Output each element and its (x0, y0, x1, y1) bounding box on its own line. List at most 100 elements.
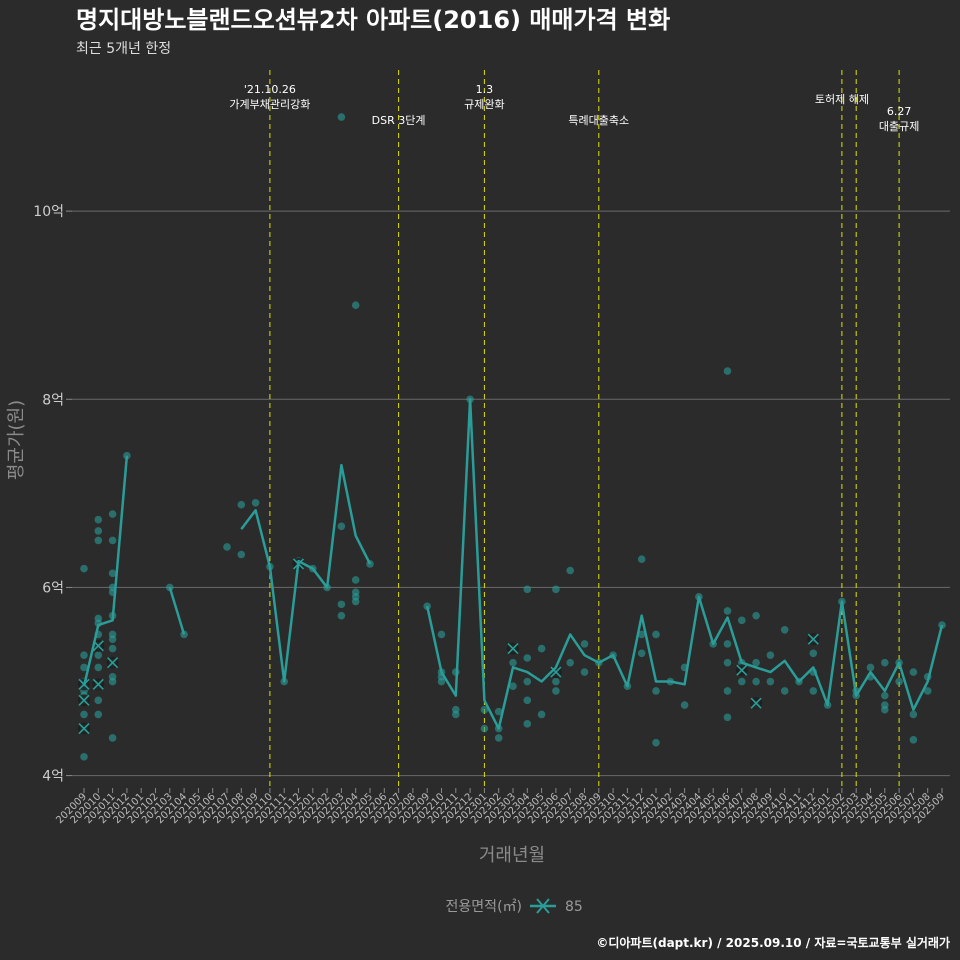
price-point (223, 543, 231, 551)
price-point (351, 588, 360, 596)
price-point (94, 527, 103, 535)
y-axis-title: 평균가(원) (6, 400, 27, 480)
price-point (752, 611, 760, 620)
event-label: 대출규제 (879, 120, 919, 133)
price-point (237, 550, 246, 559)
price-point (237, 500, 246, 509)
event-label: 6.27 (887, 105, 912, 118)
price-point (637, 649, 646, 658)
price-point (108, 536, 117, 545)
price-point (723, 713, 732, 722)
mean-price-line (168, 587, 186, 635)
cross-marker (750, 697, 762, 709)
legend-title: 전용면적(㎡) (446, 899, 522, 915)
price-point (580, 640, 589, 648)
price-point (723, 658, 732, 667)
price-point (509, 658, 517, 667)
price-point (523, 677, 532, 686)
cross-marker (78, 722, 90, 735)
event-label: 토허제 해제 (815, 92, 869, 106)
price-point (480, 705, 489, 714)
cross-marker (92, 678, 104, 690)
price-point (509, 682, 517, 691)
price-point (652, 738, 660, 747)
price-point (738, 677, 746, 686)
price-point (351, 576, 360, 584)
price-point (80, 663, 88, 672)
price-point (108, 644, 117, 653)
price-point (552, 677, 560, 686)
price-point (80, 752, 88, 761)
price-point (537, 644, 546, 653)
mean-price-line (425, 398, 944, 730)
price-point (494, 734, 503, 742)
cross-marker (78, 694, 90, 706)
price-point (909, 710, 918, 719)
price-point (780, 625, 789, 634)
x-axis-ticks: 2020092020102020112020122021012021022021… (54, 788, 947, 826)
price-point (523, 585, 532, 594)
price-point (809, 687, 818, 695)
price-point (637, 630, 646, 639)
price-point (552, 687, 560, 695)
cross-marker (107, 657, 119, 669)
price-point (80, 710, 88, 719)
price-point (494, 707, 503, 716)
price-point (94, 614, 103, 623)
cross-marker (550, 666, 562, 678)
mean-price-line (82, 455, 129, 687)
price-point (480, 724, 489, 733)
event-label: '21.10.26 (244, 83, 296, 96)
price-point (909, 668, 918, 676)
mean-price-lines (82, 398, 944, 730)
price-point (94, 536, 103, 545)
price-point (452, 705, 460, 714)
event-label: 특례대출축소 (568, 114, 629, 127)
price-point (923, 687, 932, 695)
cross-marker (507, 643, 519, 655)
price-point (108, 673, 117, 681)
price-point (351, 301, 360, 309)
price-point (637, 555, 646, 564)
price-point (780, 687, 789, 695)
cross-marker (736, 664, 748, 676)
price-point (723, 640, 732, 648)
event-label: 1.3 (476, 83, 494, 96)
price-point (652, 630, 660, 639)
price-point (723, 607, 732, 615)
price-point (895, 677, 903, 686)
price-point (723, 367, 732, 375)
price-point (523, 654, 532, 662)
price-point (881, 691, 889, 700)
price-point (566, 658, 574, 667)
legend-cross-swatch (536, 898, 550, 914)
price-point (523, 696, 532, 705)
y-tick-label: 6억 (42, 580, 64, 596)
price-point (94, 651, 103, 659)
price-point (752, 658, 760, 667)
price-point (94, 663, 103, 672)
price-point (337, 522, 346, 531)
y-axis-ticks: 4억 6억 8억 10억 (33, 204, 72, 785)
price-point (738, 616, 746, 625)
price-point (251, 498, 260, 507)
price-point (108, 630, 117, 639)
event-label: DSR 3단계 (372, 114, 426, 127)
legend: 전용면적(㎡) 85 (446, 898, 583, 915)
chart-title: 명지대방노블랜드오션뷰2차 아파트(2016) 매매가격 변화 (76, 6, 670, 34)
y-tick-label: 8억 (42, 392, 64, 408)
chart-subtitle: 최근 5개년 한정 (76, 41, 171, 57)
transaction-points (80, 113, 946, 761)
price-point (881, 701, 889, 709)
cross-markers (78, 557, 820, 735)
price-point (809, 649, 818, 658)
price-point (437, 630, 446, 639)
price-point (566, 566, 574, 575)
price-point (909, 736, 918, 744)
price-point (766, 677, 775, 686)
price-point (337, 113, 346, 121)
legend-label: 85 (565, 899, 583, 915)
price-point (652, 687, 660, 695)
